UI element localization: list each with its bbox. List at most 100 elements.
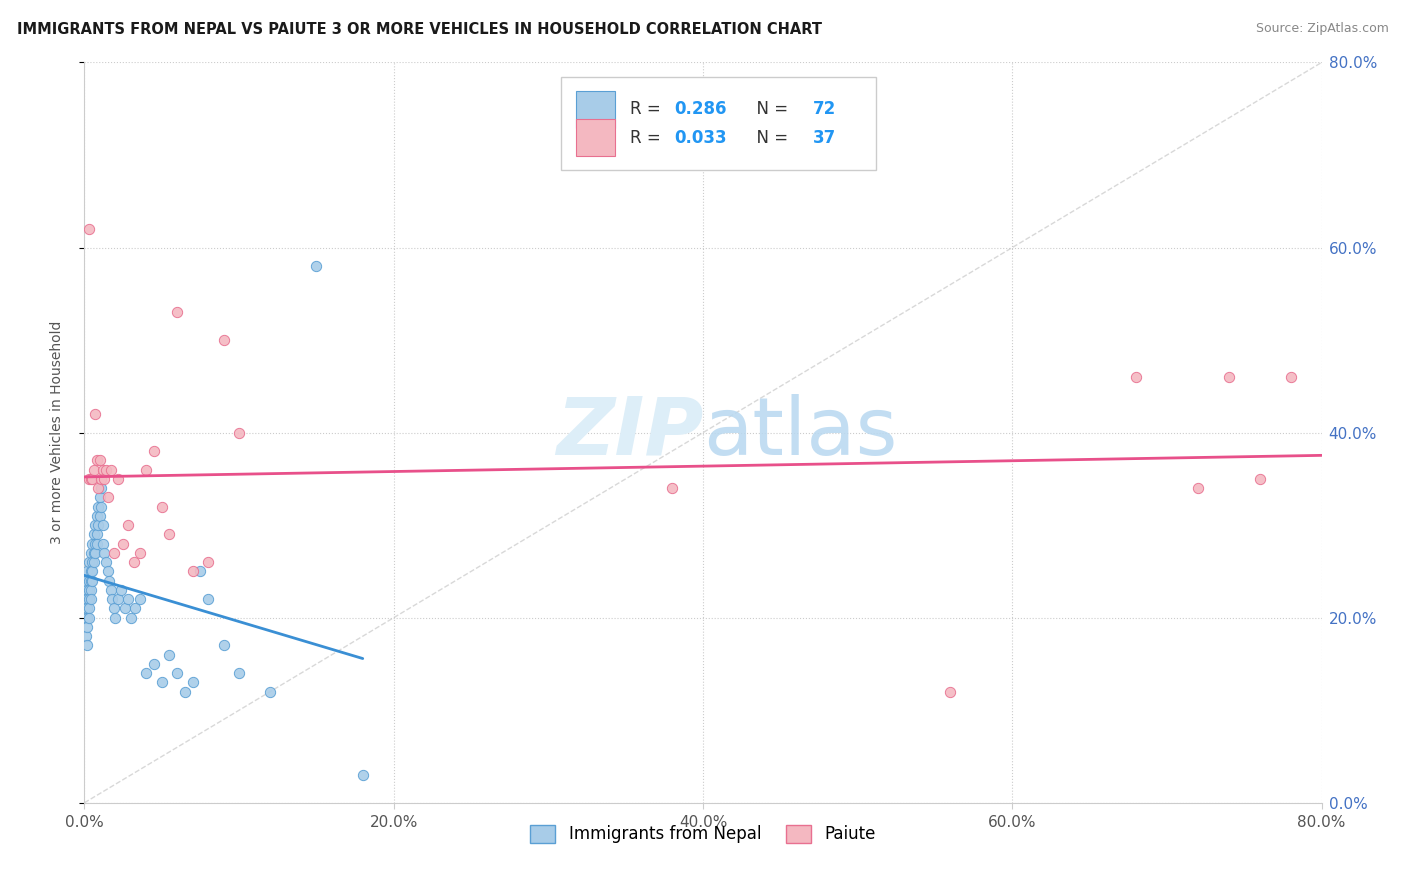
Point [79,592,101,607]
Point [96,565,118,579]
Point [159,648,180,662]
Point [77,582,100,597]
Point [120,610,142,624]
Point [90,481,112,495]
Point [228,425,250,440]
Point [82,472,104,486]
Point [110,582,132,597]
Point [112,536,135,550]
Point [79,574,101,588]
Y-axis label: 3 or more Vehicles in Household: 3 or more Vehicles in Household [49,321,63,544]
Point [84,536,107,550]
Point [124,601,146,615]
Text: ZIP: ZIP [555,393,703,472]
Point [159,527,180,541]
Point [100,462,122,476]
FancyBboxPatch shape [561,78,876,169]
Point [135,666,157,681]
Point [259,685,281,699]
Text: N =: N = [747,129,793,147]
Point [101,592,124,607]
Point [77,222,100,236]
Point [87,500,110,514]
Point [104,610,127,624]
Point [166,666,188,681]
Point [197,592,219,607]
Point [212,333,235,347]
Text: 0.033: 0.033 [675,129,727,147]
Point [143,444,166,458]
Point [107,472,129,486]
Point [82,574,104,588]
Point [352,768,374,782]
Point [77,592,100,607]
Legend: Immigrants from Nepal, Paiute: Immigrants from Nepal, Paiute [523,818,883,850]
Point [1249,472,1271,486]
Point [76,639,98,653]
Point [93,472,115,486]
Point [83,555,105,569]
Point [77,555,100,569]
Point [87,481,110,495]
Point [75,592,97,607]
Point [107,592,129,607]
Point [103,546,125,560]
Point [94,555,117,569]
Point [114,601,136,615]
Point [83,546,105,560]
Text: 0.286: 0.286 [675,100,727,118]
Point [83,462,105,476]
Point [79,582,101,597]
Point [103,601,125,615]
Point [89,508,111,523]
Point [94,462,117,476]
Point [76,601,98,615]
Point [79,472,101,486]
Point [197,555,219,569]
Point [84,546,107,560]
Point [122,555,145,569]
Point [86,453,108,467]
Point [87,518,110,533]
Point [661,481,683,495]
Point [75,629,97,643]
Point [1218,370,1240,384]
Point [91,462,114,476]
Point [75,610,97,624]
Point [129,546,152,560]
Point [77,601,100,615]
Point [143,657,166,671]
Point [174,685,197,699]
Text: atlas: atlas [703,393,897,472]
Point [79,565,101,579]
Point [86,527,108,541]
Text: N =: N = [747,100,793,118]
Point [117,592,139,607]
Point [181,675,204,690]
Point [82,565,104,579]
Point [82,555,104,569]
Point [93,546,115,560]
Point [91,518,114,533]
Point [100,582,122,597]
Text: 72: 72 [813,100,837,118]
Text: R =: R = [630,129,666,147]
Point [86,536,108,550]
Point [91,536,114,550]
Point [77,574,100,588]
Point [1187,481,1209,495]
Point [1279,370,1302,384]
Point [79,546,101,560]
Point [77,610,100,624]
Point [75,574,97,588]
Text: R =: R = [630,100,666,118]
Point [76,582,98,597]
Point [228,666,250,681]
Point [129,592,152,607]
Point [181,565,204,579]
Point [76,592,98,607]
Point [166,305,188,319]
Point [83,527,105,541]
Text: IMMIGRANTS FROM NEPAL VS PAIUTE 3 OR MORE VEHICLES IN HOUSEHOLD CORRELATION CHAR: IMMIGRANTS FROM NEPAL VS PAIUTE 3 OR MOR… [17,22,823,37]
Point [98,574,121,588]
